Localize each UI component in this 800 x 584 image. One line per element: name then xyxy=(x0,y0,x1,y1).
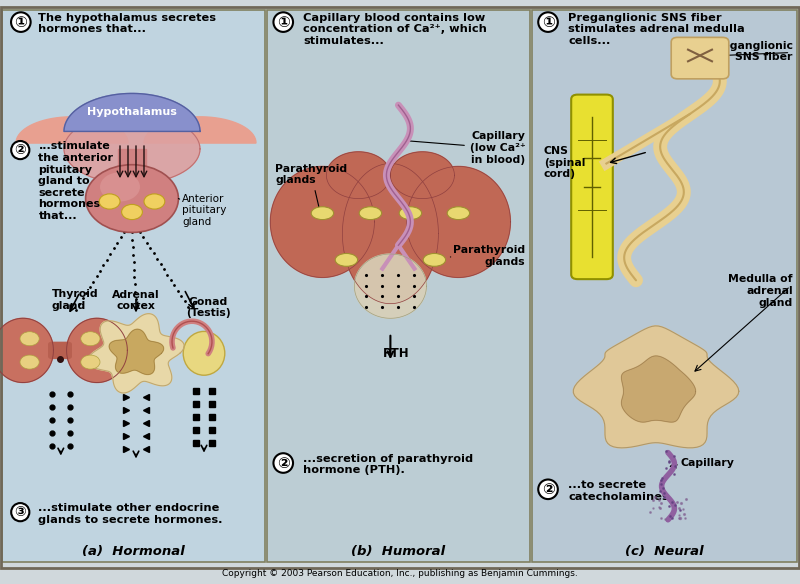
Text: (a)  Hormonal: (a) Hormonal xyxy=(82,545,185,558)
Polygon shape xyxy=(354,254,426,318)
Circle shape xyxy=(20,355,39,369)
Text: Capillary
(low Ca²⁺
in blood): Capillary (low Ca²⁺ in blood) xyxy=(410,131,526,165)
Polygon shape xyxy=(270,166,374,277)
Text: ③: ③ xyxy=(14,505,26,519)
Polygon shape xyxy=(406,166,510,277)
Ellipse shape xyxy=(399,207,422,220)
Text: (c)  Neural: (c) Neural xyxy=(625,545,704,558)
Polygon shape xyxy=(622,356,696,422)
Ellipse shape xyxy=(447,207,470,220)
Circle shape xyxy=(100,172,140,201)
Ellipse shape xyxy=(183,331,225,376)
Text: ②: ② xyxy=(14,143,26,157)
Polygon shape xyxy=(574,326,739,448)
Polygon shape xyxy=(88,314,184,393)
Text: Medulla of
adrenal
gland: Medulla of adrenal gland xyxy=(728,274,793,308)
Circle shape xyxy=(81,332,100,346)
Text: Capillary blood contains low
concentration of Ca²⁺, which
stimulates...: Capillary blood contains low concentrati… xyxy=(303,13,487,46)
FancyBboxPatch shape xyxy=(267,10,530,562)
Circle shape xyxy=(144,194,165,209)
Circle shape xyxy=(122,204,142,220)
FancyBboxPatch shape xyxy=(2,10,265,562)
Text: The hypothalamus secretes
hormones that...: The hypothalamus secretes hormones that.… xyxy=(38,13,216,34)
Polygon shape xyxy=(66,318,127,383)
Text: ①: ① xyxy=(542,15,554,30)
Polygon shape xyxy=(110,329,163,374)
Polygon shape xyxy=(64,93,200,131)
Polygon shape xyxy=(342,164,438,304)
Text: Adrenal
cortex: Adrenal cortex xyxy=(112,290,160,311)
Text: ②: ② xyxy=(277,456,290,471)
Text: Hypothalamus: Hypothalamus xyxy=(87,107,177,117)
Ellipse shape xyxy=(335,253,358,266)
Text: ...stimulate
the anterior
pituitary
gland to
secrete
hormones
that...: ...stimulate the anterior pituitary glan… xyxy=(38,141,114,221)
FancyBboxPatch shape xyxy=(571,95,613,279)
Polygon shape xyxy=(144,117,256,143)
Polygon shape xyxy=(0,318,54,383)
Text: CNS
(spinal
cord): CNS (spinal cord) xyxy=(544,146,586,179)
Ellipse shape xyxy=(311,207,334,220)
Text: Thyroid
gland: Thyroid gland xyxy=(52,289,98,311)
Text: ...to secrete
catecholamines.: ...to secrete catecholamines. xyxy=(568,480,673,502)
Text: Preganglionic
SNS fiber: Preganglionic SNS fiber xyxy=(709,41,793,62)
Polygon shape xyxy=(16,117,128,143)
Polygon shape xyxy=(118,149,146,184)
Text: Copyright © 2003 Pearson Education, Inc., publishing as Benjamin Cummings.: Copyright © 2003 Pearson Education, Inc.… xyxy=(222,569,578,578)
Circle shape xyxy=(81,355,100,369)
FancyBboxPatch shape xyxy=(532,10,797,562)
Text: Parathyroid
glands: Parathyroid glands xyxy=(275,164,347,219)
Circle shape xyxy=(99,194,120,209)
Text: (b)  Humoral: (b) Humoral xyxy=(351,545,446,558)
Text: Parathyroid
glands: Parathyroid glands xyxy=(450,245,526,267)
FancyBboxPatch shape xyxy=(671,37,729,79)
Text: PTH: PTH xyxy=(382,347,409,360)
Polygon shape xyxy=(64,114,200,184)
Text: ...secretion of parathyroid
hormone (PTH).: ...secretion of parathyroid hormone (PTH… xyxy=(303,454,474,475)
Polygon shape xyxy=(326,152,390,199)
Text: Gonad
(Testis): Gonad (Testis) xyxy=(186,297,230,318)
FancyBboxPatch shape xyxy=(48,342,72,359)
Text: ①: ① xyxy=(14,15,27,30)
Circle shape xyxy=(20,332,39,346)
Ellipse shape xyxy=(359,207,382,220)
Text: ...stimulate other endocrine
glands to secrete hormones.: ...stimulate other endocrine glands to s… xyxy=(38,503,223,525)
Text: ②: ② xyxy=(542,482,554,497)
Text: Capillary: Capillary xyxy=(680,458,734,468)
Ellipse shape xyxy=(423,253,446,266)
Text: ①: ① xyxy=(277,15,290,30)
Polygon shape xyxy=(390,152,454,199)
Text: Preganglionic SNS fiber
stimulates adrenal medulla
cells...: Preganglionic SNS fiber stimulates adren… xyxy=(568,13,745,46)
Circle shape xyxy=(86,165,178,232)
Text: Anterior
pituitary
gland: Anterior pituitary gland xyxy=(178,194,226,227)
